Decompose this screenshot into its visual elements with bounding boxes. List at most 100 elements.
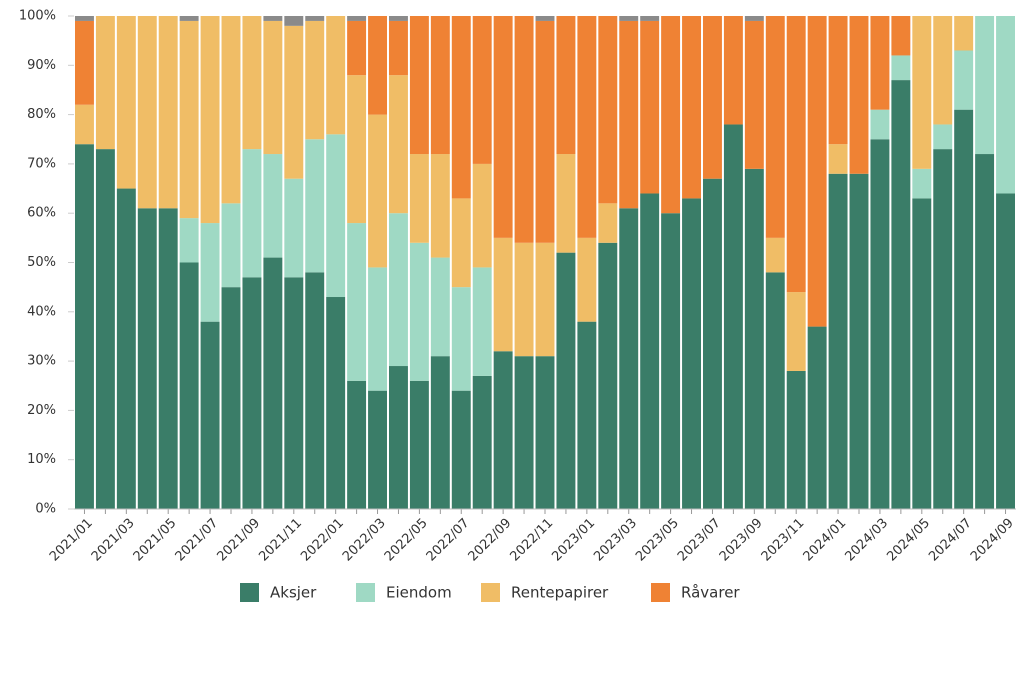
bar-segment [912,198,932,509]
bar-segment [472,163,492,268]
x-tick-label: 2024/03 [842,516,891,565]
bar-segment [305,272,325,509]
bar-segment [577,237,597,322]
y-tick-label: 50% [27,255,56,270]
bar-segment [200,321,220,509]
bar-segment [619,208,639,509]
bar-segment [430,16,450,155]
bar-segment [347,75,367,224]
bar-segment [598,203,618,243]
bar-segment [409,16,429,155]
y-tick-label: 100% [19,9,56,24]
bar-segment [493,351,513,509]
bar-segment [954,50,974,110]
bar-segment [577,16,597,238]
bar-segment [870,139,890,509]
bar-segment [619,20,639,209]
bar-segment [849,16,869,174]
x-tick-label: 2022/03 [340,516,389,565]
bar-segment [95,149,115,510]
bar-segment [682,198,701,509]
x-tick-label: 2023/05 [633,516,682,565]
bar-segment [493,237,513,352]
legend-swatch [651,583,670,602]
bar-segment [389,20,408,76]
bar-segment [744,168,764,509]
bar-segment [514,356,534,509]
bar-segment [389,366,408,509]
bar-segment [765,272,785,509]
bar-segment [409,380,429,509]
bar-segment [891,55,911,81]
x-tick-label: 2021/09 [214,516,263,565]
bar-segment [242,16,262,150]
bar-segment [95,16,115,150]
y-tick-label: 90% [27,58,56,73]
bar-segment [912,16,932,169]
x-tick-label: 2022/01 [298,516,347,565]
bar-segment [137,208,157,509]
bar-segment [305,20,325,140]
bar-segment [661,16,681,214]
bar-segment [221,287,241,509]
legend-label: Aksjer [270,584,317,602]
bar-segment [996,16,1015,194]
bar-segment [221,16,241,204]
bar-segment [263,154,283,258]
x-tick-label: 2023/07 [675,516,724,565]
bar-segment [116,188,136,510]
bar-segment [954,109,974,510]
bar-segment [347,16,367,21]
bar-segment [975,154,995,510]
bar-segment [514,16,534,243]
x-tick-label: 2023/11 [759,516,808,565]
bar-segment [368,16,387,115]
x-tick-label: 2024/01 [801,516,850,565]
legend: Aksjer Eiendom Rentepapirer Råvarer [240,583,740,602]
y-tick-label: 40% [27,304,56,319]
x-tick-label: 2021/01 [47,516,96,565]
x-tick-label: 2021/11 [256,516,305,565]
bar-segment [703,178,722,509]
bar-segment [828,173,848,509]
bar-segment [912,168,932,199]
bar-segment [284,25,304,179]
bar-segment [284,178,304,278]
bar-segment [409,242,429,381]
bar-segment [556,154,576,253]
bar-segment [682,16,701,199]
bar-segment [765,237,785,273]
bar-segment [535,16,555,21]
bar-segment [954,16,974,51]
bar-segment [137,16,157,209]
bar-segment [451,198,471,288]
bar-segment [284,277,304,509]
x-tick-label: 2024/09 [968,516,1016,565]
y-tick-label: 30% [27,354,56,369]
bar-segment [75,16,94,21]
legend-label: Eiendom [386,584,452,602]
legend-label: Råvarer [681,584,740,602]
y-tick-label: 60% [27,206,56,221]
bar-segment [828,144,848,174]
bar-segment [347,20,367,76]
bar-segment [221,203,241,288]
bar-segment [368,390,387,509]
bar-segment [326,16,346,135]
bar-segment [493,16,513,238]
x-tick-label: 2021/03 [89,516,138,565]
bar-segment [75,144,94,509]
bar-segment [451,16,471,199]
bar-segment [556,252,576,509]
bar-segment [179,16,199,21]
bar-segment [389,16,408,21]
legend-swatch [240,583,259,602]
bar-segment [786,292,806,371]
bar-segment [263,20,283,155]
bar-segment [242,277,262,509]
x-tick-label: 2023/09 [717,516,766,565]
bar-segment [472,267,492,376]
bar-segment [933,149,953,510]
x-tick-label: 2021/05 [131,516,180,565]
